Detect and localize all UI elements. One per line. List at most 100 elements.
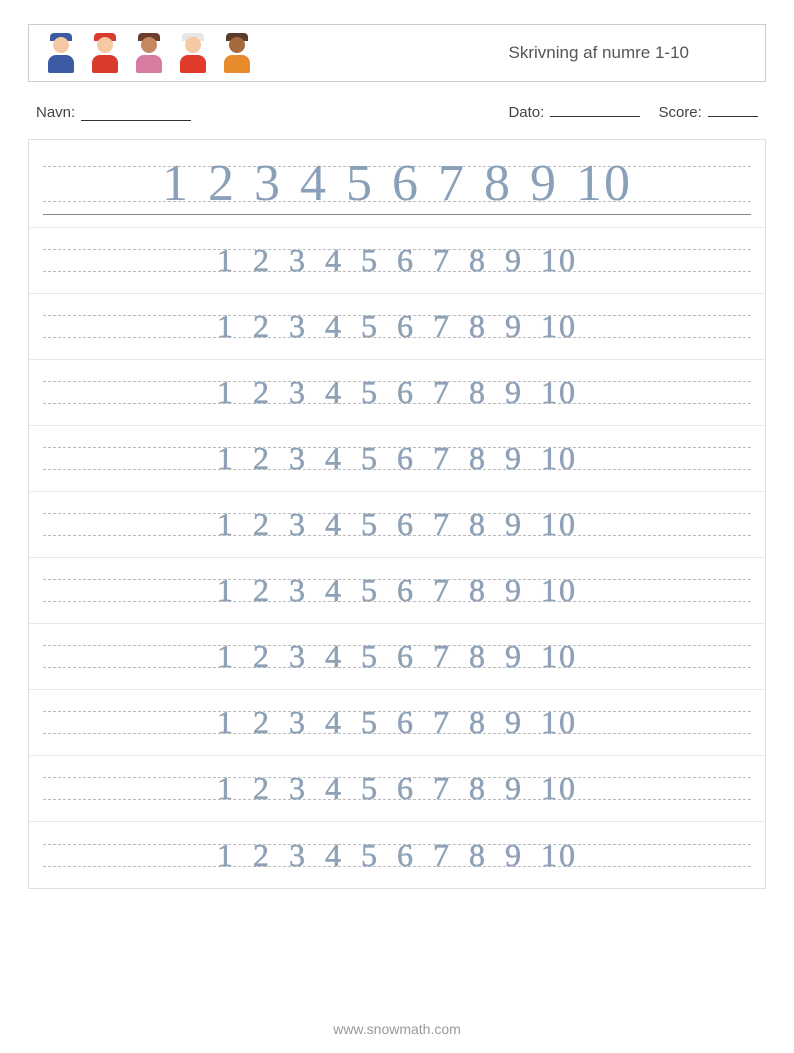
trace-number-6: 6 <box>397 770 415 807</box>
trace-number-4: 4 <box>325 308 343 345</box>
trace-number-5: 5 <box>361 440 379 477</box>
trace-number-6: 6 <box>397 638 415 675</box>
trace-number-5: 5 <box>346 154 374 213</box>
name-blank[interactable] <box>81 104 191 121</box>
trace-number-3: 3 <box>289 308 307 345</box>
trace-number-5: 5 <box>361 308 379 345</box>
practice-row[interactable]: 12345678910 <box>29 822 765 888</box>
practice-row[interactable]: 12345678910 <box>29 558 765 624</box>
trace-number-10: 10 <box>541 770 577 807</box>
trace-number-1: 1 <box>217 374 235 411</box>
practice-row[interactable]: 12345678910 <box>29 624 765 690</box>
trace-number-3: 3 <box>289 374 307 411</box>
trace-number-4: 4 <box>325 770 343 807</box>
trace-number-3: 3 <box>254 154 282 213</box>
woman-icon <box>133 33 165 73</box>
trace-number-7: 7 <box>438 154 466 213</box>
trace-number-2: 2 <box>253 374 271 411</box>
trace-number-10: 10 <box>541 308 577 345</box>
practice-row[interactable]: 12345678910 <box>29 492 765 558</box>
score-blank[interactable] <box>708 116 758 117</box>
trace-number-9: 9 <box>505 704 523 741</box>
footer-text: www.snowmath.com <box>333 1021 461 1037</box>
trace-number-10: 10 <box>541 440 577 477</box>
trace-number-2: 2 <box>253 704 271 741</box>
practice-row[interactable]: 12345678910 <box>29 294 765 360</box>
trace-number-7: 7 <box>433 440 451 477</box>
trace-number-9: 9 <box>505 837 523 874</box>
trace-number-1: 1 <box>217 572 235 609</box>
trace-number-6: 6 <box>397 704 415 741</box>
trace-number-1: 1 <box>162 154 190 213</box>
trace-number-5: 5 <box>361 704 379 741</box>
trace-number-7: 7 <box>433 506 451 543</box>
police-icon <box>45 33 77 73</box>
worksheet: 1234567891012345678910123456789101234567… <box>28 139 766 889</box>
trace-number-5: 5 <box>361 572 379 609</box>
trace-number-10: 10 <box>541 374 577 411</box>
trace-number-10: 10 <box>576 154 632 213</box>
trace-number-5: 5 <box>361 837 379 874</box>
header: Skrivning af numre 1-10 <box>28 24 766 82</box>
trace-number-5: 5 <box>361 638 379 675</box>
trace-number-10: 10 <box>541 837 577 874</box>
trace-number-3: 3 <box>289 770 307 807</box>
trace-number-8: 8 <box>469 374 487 411</box>
firefighter-icon <box>89 33 121 73</box>
trace-number-8: 8 <box>469 440 487 477</box>
practice-row[interactable]: 12345678910 <box>29 690 765 756</box>
trace-number-1: 1 <box>217 704 235 741</box>
trace-number-1: 1 <box>217 242 235 279</box>
trace-number-5: 5 <box>361 374 379 411</box>
practice-row[interactable]: 12345678910 <box>29 756 765 822</box>
trace-number-2: 2 <box>253 837 271 874</box>
trace-number-8: 8 <box>469 242 487 279</box>
trace-number-10: 10 <box>541 506 577 543</box>
trace-number-6: 6 <box>397 374 415 411</box>
trace-number-7: 7 <box>433 572 451 609</box>
trace-number-9: 9 <box>505 638 523 675</box>
trace-number-6: 6 <box>397 440 415 477</box>
trace-number-9: 9 <box>505 242 523 279</box>
trace-number-2: 2 <box>253 638 271 675</box>
meta-score: Score: <box>658 104 758 121</box>
trace-number-8: 8 <box>484 154 512 213</box>
trace-number-10: 10 <box>541 242 577 279</box>
trace-number-3: 3 <box>289 440 307 477</box>
trace-number-4: 4 <box>300 154 328 213</box>
trace-number-5: 5 <box>361 506 379 543</box>
trace-number-2: 2 <box>253 572 271 609</box>
trace-number-1: 1 <box>217 770 235 807</box>
trace-number-10: 10 <box>541 572 577 609</box>
trace-number-3: 3 <box>289 638 307 675</box>
man-icon <box>221 33 253 73</box>
footer: www.snowmath.com <box>0 1021 794 1037</box>
trace-number-7: 7 <box>433 308 451 345</box>
date-blank[interactable] <box>550 116 640 117</box>
meta-name: Navn: <box>36 104 191 121</box>
trace-number-4: 4 <box>325 506 343 543</box>
trace-number-4: 4 <box>325 638 343 675</box>
trace-number-2: 2 <box>253 440 271 477</box>
trace-number-7: 7 <box>433 837 451 874</box>
practice-row[interactable]: 12345678910 <box>29 228 765 294</box>
header-icons <box>45 33 253 73</box>
trace-number-9: 9 <box>505 308 523 345</box>
trace-number-3: 3 <box>289 506 307 543</box>
trace-number-3: 3 <box>289 242 307 279</box>
trace-number-6: 6 <box>392 154 420 213</box>
example-row: 12345678910 <box>29 140 765 228</box>
trace-number-2: 2 <box>208 154 236 213</box>
practice-row[interactable]: 12345678910 <box>29 360 765 426</box>
trace-number-10: 10 <box>541 704 577 741</box>
chef-icon <box>177 33 209 73</box>
trace-number-8: 8 <box>469 770 487 807</box>
trace-number-9: 9 <box>505 572 523 609</box>
worksheet-title: Skrivning af numre 1-10 <box>509 43 749 63</box>
trace-number-4: 4 <box>325 837 343 874</box>
trace-number-8: 8 <box>469 506 487 543</box>
trace-number-4: 4 <box>325 440 343 477</box>
practice-row[interactable]: 12345678910 <box>29 426 765 492</box>
trace-number-3: 3 <box>289 572 307 609</box>
trace-number-7: 7 <box>433 704 451 741</box>
